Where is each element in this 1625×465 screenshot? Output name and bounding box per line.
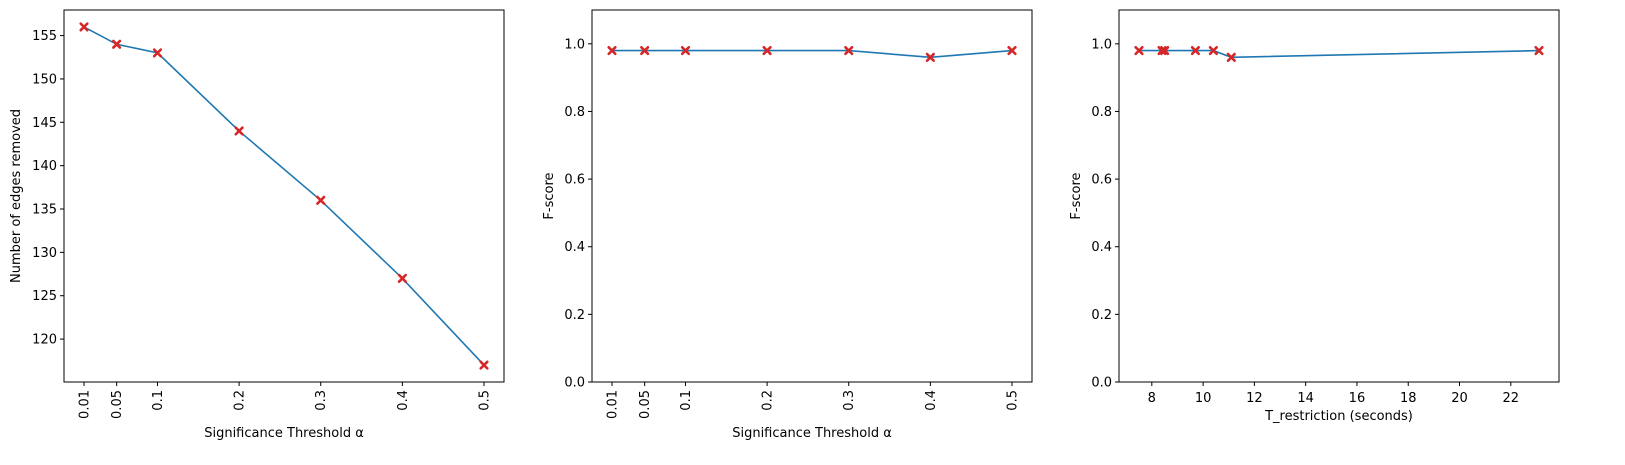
x-tick-label: 0.5 [1006,390,1021,411]
x-tick-label: 0.2 [233,390,248,411]
marker-stroke [112,39,122,49]
marker-stroke [1226,52,1236,62]
y-tick-label: 125 [32,289,57,304]
y-axis-label: F-score [542,172,557,219]
data-point-marker [1208,45,1218,56]
marker-stroke [79,22,89,32]
y-tick-label: 0.6 [1091,173,1112,188]
y-tick-label: 0.4 [1091,240,1112,255]
x-tick-label: 0.05 [638,390,653,419]
y-tick-label: 0.8 [1091,105,1112,120]
y-axis-label: F-score [1069,172,1084,219]
data-point-marker [479,360,489,370]
y-tick-label: 1.0 [1091,37,1112,52]
plot-frame [591,9,1033,383]
y-tick-label: 1.0 [564,37,585,52]
y-tick-label: 0.6 [564,173,585,188]
marker-stroke [1534,45,1544,56]
data-point-marker [1007,45,1017,56]
data-point-marker [112,39,122,49]
y-tick-label: 155 [32,29,57,44]
marker-stroke [844,45,854,56]
data-point-marker [1534,45,1544,56]
chart-panel-edges-removed: 120 125 130 135 140 145 150 155 0.01 0.05 0.1 0.2 0.… [9,9,505,441]
x-tick-label: 0.3 [314,390,329,411]
y-tick-label: 135 [32,203,57,218]
x-tick-label: 12 [1246,391,1263,406]
data-point-marker [762,45,772,56]
y-tick-label: 0.8 [564,105,585,120]
x-axis-label: Significance Threshold α [732,426,892,441]
marker-stroke [152,48,163,58]
x-tick-label: 22 [1503,391,1520,406]
marker-stroke [1208,45,1218,56]
x-tick-label: 0.2 [761,390,776,411]
y-tick-label: 150 [32,72,57,87]
chart-panel-fscore-trestriction: 0.0 0.2 0.4 0.6 0.8 1.0 8 10 12 14 16 18 20 22 T_restr… [1069,9,1560,424]
data-point-marker [1190,45,1201,56]
y-tick-label: 0.2 [1091,308,1112,323]
marker-stroke [1007,45,1017,56]
marker-stroke [680,45,691,56]
data-point-marker [79,22,89,32]
x-tick-label: 14 [1297,391,1314,406]
x-axis-label: T_restriction (seconds) [1264,409,1413,424]
marker-stroke [1190,45,1201,56]
data-point-marker [1134,45,1144,56]
y-tick-label: 130 [32,246,57,261]
data-point-marker [1160,45,1170,56]
x-tick-label: 0.1 [151,390,166,411]
data-point-marker [316,195,326,205]
marker-stroke [1160,45,1170,56]
x-tick-label: 0.01 [606,390,621,419]
marker-stroke [316,195,326,205]
data-point-marker [1226,52,1236,62]
x-axis-label: Significance Threshold α [204,426,364,441]
x-tick-label: 8 [1148,391,1156,406]
y-tick-label: 0.2 [564,308,585,323]
marker-stroke [479,360,489,370]
y-axis-label: Number of edges removed [9,109,24,283]
x-tick-label: 0.01 [78,390,93,419]
data-point-marker [925,52,935,62]
y-tick-label: 120 [32,333,57,348]
marker-stroke [1134,45,1144,56]
x-tick-label: 20 [1451,391,1468,406]
marker-stroke [925,52,935,62]
plot-frame [63,9,505,383]
series-line [612,49,1013,59]
marker-stroke [234,126,244,136]
x-tick-label: 0.4 [396,390,411,411]
marker-stroke [762,45,772,56]
data-point-marker [680,45,691,56]
marker-stroke [607,45,617,56]
y-tick-label: 0.0 [1091,376,1112,391]
x-tick-label: 18 [1400,391,1417,406]
y-tick-label: 0.4 [564,240,585,255]
x-tick-label: 0.05 [110,390,125,419]
y-tick-label: 140 [32,159,57,174]
x-tick-label: 16 [1349,391,1366,406]
data-point-marker [640,45,650,56]
data-point-marker [397,273,407,283]
x-tick-label: 0.4 [924,390,939,411]
marker-stroke [640,45,650,56]
x-tick-label: 0.5 [478,390,493,411]
x-tick-label: 0.3 [842,390,857,411]
y-tick-label: 145 [32,116,57,131]
marker-stroke [397,273,407,283]
x-tick-label: 0.1 [679,390,694,411]
series-line [83,26,485,366]
data-point-marker [152,48,163,58]
x-tick-label: 10 [1195,391,1212,406]
data-point-marker [844,45,854,56]
plot-frame [1118,9,1560,383]
data-point-marker [607,45,617,56]
y-tick-label: 0.0 [564,376,585,391]
chart-panel-fscore-alpha: 0.0 0.2 0.4 0.6 0.8 1.0 0.01 0.05 0.1 0.2 0.3 0.4 0.… [542,9,1033,441]
data-point-marker [234,126,244,136]
